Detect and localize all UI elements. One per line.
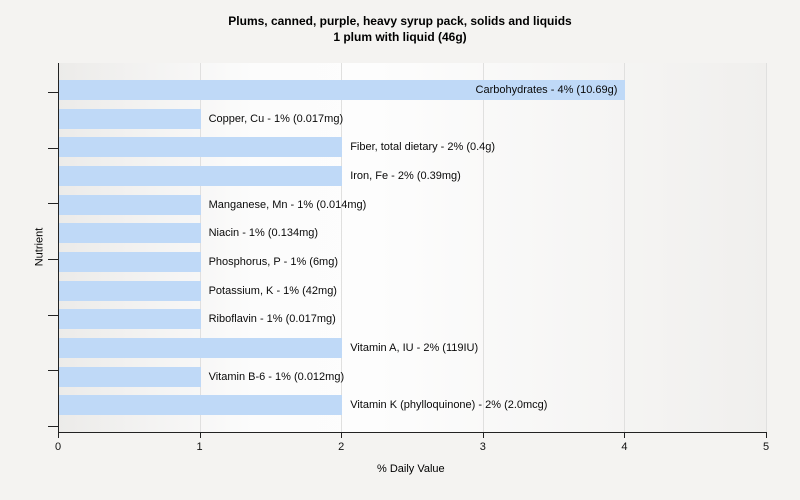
bar [59, 395, 343, 416]
bar [59, 251, 201, 272]
bar [59, 194, 201, 215]
bar [59, 80, 626, 100]
x-tick-label: 5 [762, 441, 770, 453]
gridline-1 [199, 63, 201, 432]
x-tick-label: 4 [621, 441, 628, 453]
bar-label: Copper, Cu - 1% (0.017mg) [208, 112, 344, 125]
bar [59, 309, 201, 330]
x-tick-label: 3 [479, 441, 486, 453]
y-axis-label: Nutrient [33, 227, 46, 266]
x-tick-label: 0 [54, 441, 62, 453]
y-axis-tick [48, 425, 58, 427]
y-axis-tick [48, 203, 58, 205]
chart-title: Plums, canned, purple, heavy syrup pack,… [0, 13, 800, 45]
y-axis-line [58, 63, 59, 432]
gridline-5 [766, 63, 767, 432]
bar-label: Fiber, total dietary - 2% (0.4g) [350, 141, 496, 154]
x-axis-tick [341, 432, 343, 438]
y-axis-tick [48, 147, 58, 149]
x-axis-tick [199, 432, 201, 438]
x-axis-line [58, 432, 767, 433]
bar-label: Vitamin K (phylloquinone) - 2% (2.0mcg) [350, 399, 548, 412]
y-axis-tick [48, 92, 58, 93]
bar-label: Vitamin A, IU - 2% (119IU) [350, 341, 479, 354]
bar [59, 165, 343, 186]
bar-label: Potassium, K - 1% (42mg) [208, 284, 337, 297]
chart-title-line1: Plums, canned, purple, heavy syrup pack,… [228, 14, 572, 28]
bar-label: Phosphorus, P - 1% (6mg) [208, 255, 339, 268]
gridline-3 [482, 63, 484, 432]
bar [59, 108, 201, 129]
bar-label: Riboflavin - 1% (0.017mg) [208, 313, 336, 326]
x-axis-tick [482, 432, 484, 438]
gridline-4 [624, 63, 626, 432]
chart-title-line2: 1 plum with liquid (46g) [333, 30, 467, 44]
bar-label: Manganese, Mn - 1% (0.014mg) [208, 198, 367, 211]
bar-label: Niacin - 1% (0.134mg) [208, 227, 319, 240]
bar [59, 137, 343, 158]
bar-label: Vitamin B-6 - 1% (0.012mg) [208, 370, 345, 383]
x-tick-label: 1 [196, 441, 203, 453]
bar [59, 366, 201, 387]
x-axis-tick [624, 432, 626, 438]
x-axis-tick [58, 432, 59, 438]
x-tick-label: 2 [338, 441, 345, 453]
y-axis-tick [48, 314, 58, 316]
bar [59, 337, 343, 358]
bar-label: Carbohydrates - 4% (10.69g) [475, 84, 618, 96]
gridline-2 [341, 63, 343, 432]
x-axis-tick [766, 432, 767, 438]
bar-label: Iron, Fe - 2% (0.39mg) [350, 169, 461, 182]
bar [59, 280, 201, 301]
x-axis-label: % Daily Value [377, 463, 445, 475]
y-axis-tick [48, 370, 58, 372]
bar [59, 223, 201, 244]
y-axis-tick [48, 258, 58, 260]
